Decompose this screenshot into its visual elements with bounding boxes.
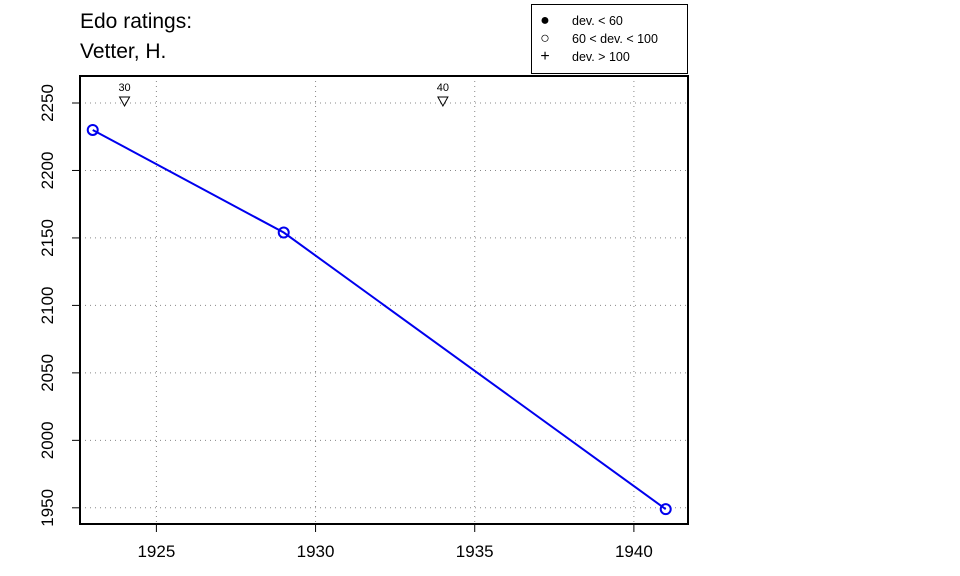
legend-entry-high-dev: + dev. > 100 bbox=[532, 48, 687, 66]
x-tick-label: 1925 bbox=[137, 542, 175, 561]
triangle-marker bbox=[118, 96, 131, 108]
plus-icon: + bbox=[540, 48, 550, 65]
y-tick-label: 2050 bbox=[38, 354, 57, 392]
x-tick-label: 1940 bbox=[615, 542, 653, 561]
plot-frame bbox=[79, 75, 689, 525]
legend-label: 60 < dev. < 100 bbox=[572, 32, 658, 46]
data-point bbox=[277, 226, 290, 239]
legend-label: dev. < 60 bbox=[572, 14, 623, 28]
data-point bbox=[659, 503, 672, 516]
marker-label: 40 bbox=[437, 82, 449, 94]
legend-label: dev. > 100 bbox=[572, 50, 630, 64]
chart-title-line-2: Vetter, H. bbox=[80, 40, 167, 63]
legend-entry-low-dev: ● dev. < 60 bbox=[532, 12, 687, 30]
filled-circle-icon: ● bbox=[540, 12, 550, 29]
y-tick-label: 2100 bbox=[38, 286, 57, 324]
legend: ● dev. < 60 ○ 60 < dev. < 100 + dev. > 1… bbox=[531, 4, 688, 74]
triangle-marker bbox=[437, 96, 449, 108]
y-tick-label: 2000 bbox=[38, 421, 57, 459]
data-point bbox=[86, 123, 99, 136]
y-tick-label: 1950 bbox=[38, 489, 57, 527]
x-tick-label: 1930 bbox=[297, 542, 335, 561]
chart-title-line-1: Edo ratings: bbox=[80, 10, 193, 33]
y-tick-label: 2150 bbox=[38, 219, 57, 257]
open-circle-icon: ○ bbox=[540, 30, 550, 47]
y-tick-label: 2250 bbox=[38, 84, 57, 122]
marker-label: 30 bbox=[118, 82, 130, 94]
legend-entry-mid-dev: ○ 60 < dev. < 100 bbox=[532, 30, 687, 48]
y-tick-label: 2200 bbox=[38, 152, 57, 190]
series-line bbox=[92, 129, 667, 510]
x-tick-label: 1935 bbox=[456, 542, 494, 561]
